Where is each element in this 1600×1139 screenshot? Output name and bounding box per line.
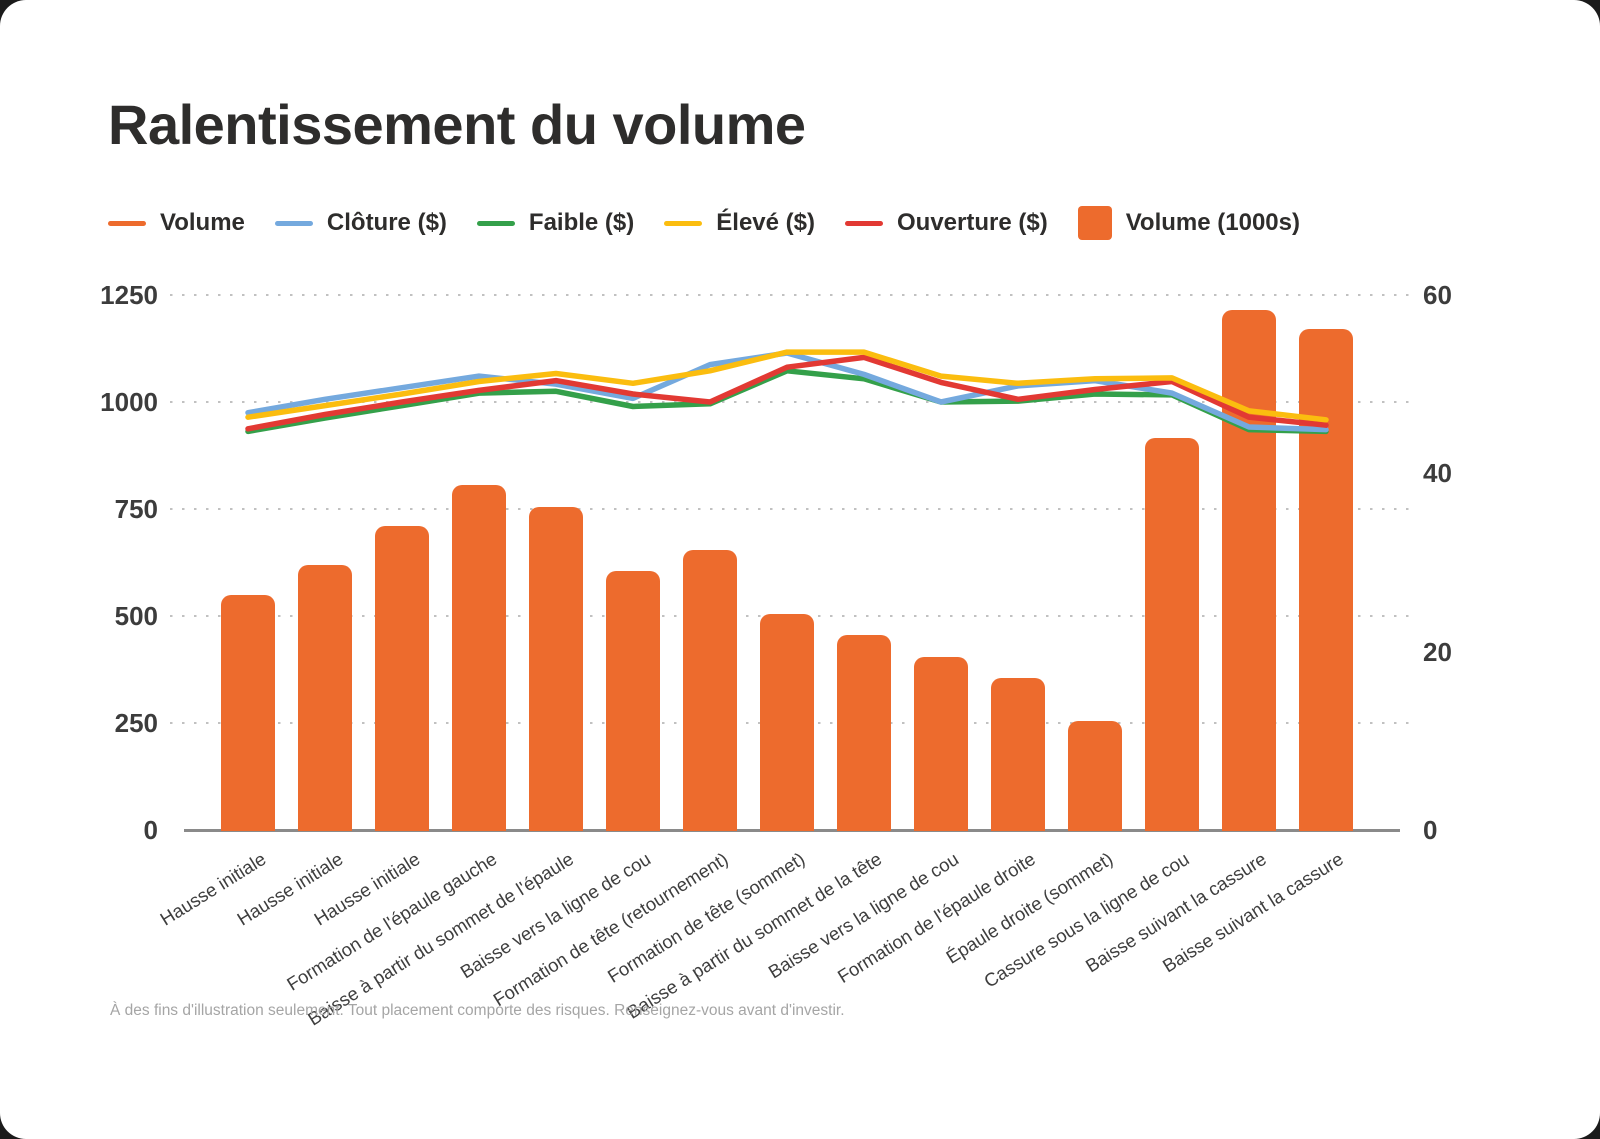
y-axis-right-tick: 60	[1423, 280, 1452, 310]
y-axis-right-tick: 0	[1423, 815, 1438, 845]
y-axis-left-tick: 500	[114, 601, 158, 631]
gridline	[170, 508, 1418, 510]
volume-bar	[221, 594, 275, 831]
volume-bar	[991, 678, 1045, 831]
volume-bar	[1068, 720, 1122, 831]
volume-bar	[606, 571, 660, 831]
legend-item-4: Ouverture ($)	[844, 209, 1048, 237]
y-axis-left-tick: 250	[114, 708, 158, 738]
legend-line-swatch	[274, 220, 313, 226]
legend-item-3: Élevé ($)	[664, 209, 815, 237]
volume-bar	[760, 613, 814, 831]
legend-line-swatch	[108, 220, 146, 226]
legend-label: Élevé ($)	[716, 209, 815, 236]
legend-item-2: Faible ($)	[476, 209, 635, 237]
legend-item-0: Volume	[108, 209, 245, 237]
legend-item-5: Volume (1000s)	[1077, 206, 1300, 240]
price-line-ouverture-	[245, 354, 1329, 432]
legend-label: Ouverture ($)	[896, 209, 1048, 236]
page-title: Ralentissement du volume	[108, 93, 806, 156]
legend-label: Faible ($)	[528, 209, 635, 236]
volume-bar	[452, 485, 506, 831]
disclaimer-text: À des fins d'illustration seulement. Tou…	[110, 1002, 845, 1019]
price-line-clôture-	[245, 350, 1329, 433]
y-axis-left-tick: 0	[143, 815, 158, 845]
volume-bar	[837, 635, 891, 831]
volume-bar	[683, 549, 737, 831]
y-axis-left-tick: 1250	[100, 280, 158, 310]
y-axis-right-tick: 40	[1423, 458, 1452, 489]
y-axis-right-tick: 20	[1423, 636, 1452, 667]
y-axis-left-tick: 750	[114, 494, 158, 524]
legend-line-swatch	[476, 220, 515, 226]
legend-line-swatch	[664, 220, 703, 226]
gridline	[170, 294, 1418, 296]
legend-item-1: Clôture ($)	[274, 209, 447, 237]
volume-bar	[375, 526, 429, 831]
volume-bar	[1145, 438, 1199, 831]
y-axis-left-tick: 1000	[100, 387, 158, 417]
volume-bar	[1222, 309, 1276, 831]
legend-label: Clôture ($)	[326, 209, 447, 236]
volume-bar	[914, 656, 968, 831]
legend-square-swatch	[1077, 206, 1112, 240]
legend-line-swatch	[844, 220, 883, 226]
volume-bar	[529, 506, 583, 831]
legend: Volume Clôture ($) Faible ($) Élevé ($) Ouve…	[108, 206, 1300, 240]
legend-label: Volume	[160, 209, 245, 236]
price-line-élevé-	[245, 349, 1329, 423]
legend-label: Volume (1000s)	[1125, 209, 1300, 236]
volume-bar	[298, 564, 352, 831]
volume-bar	[1299, 329, 1353, 831]
